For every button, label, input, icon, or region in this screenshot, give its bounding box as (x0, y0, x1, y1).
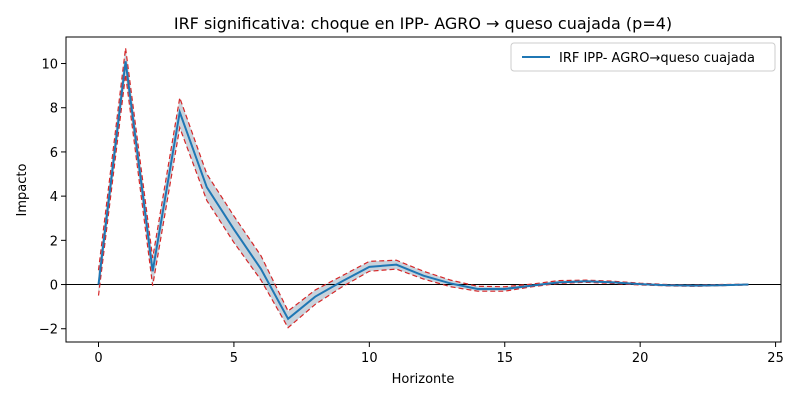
legend-box (510, 42, 776, 72)
x-tick-label: 20 (632, 351, 649, 366)
y-tick-label: 2 (50, 234, 58, 249)
irf-series-line (97, 61, 749, 321)
y-tick-label: 8 (50, 102, 58, 117)
x-tick-label: 5 (230, 351, 238, 366)
band-lower-line (97, 74, 749, 329)
axes-frame (65, 36, 782, 343)
x-tick-label: 10 (361, 351, 378, 366)
y-tick-label: 6 (50, 146, 58, 161)
plot-area: 0 5 10 15 20 25 −2 0 2 4 6 8 10 (39, 36, 784, 366)
x-tick-label: 25 (767, 351, 784, 366)
y-tick-label: 0 (50, 279, 58, 294)
y-axis-label: Impacto (15, 164, 30, 217)
x-tick-label: 15 (496, 351, 513, 366)
confidence-band (98, 48, 749, 328)
x-tick-label: 0 (94, 351, 102, 366)
chart-title: IRF significativa: choque en IPP- AGRO →… (174, 14, 672, 33)
y-tick-label: 4 (50, 190, 58, 205)
y-tick-label: 10 (41, 58, 58, 73)
legend-entry-irf: IRF IPP- AGRO→queso cuajada (559, 51, 755, 66)
legend: IRF IPP- AGRO→queso cuajada (510, 42, 776, 72)
y-tick-label: −2 (39, 323, 58, 338)
x-axis-label: Horizonte (392, 372, 455, 387)
